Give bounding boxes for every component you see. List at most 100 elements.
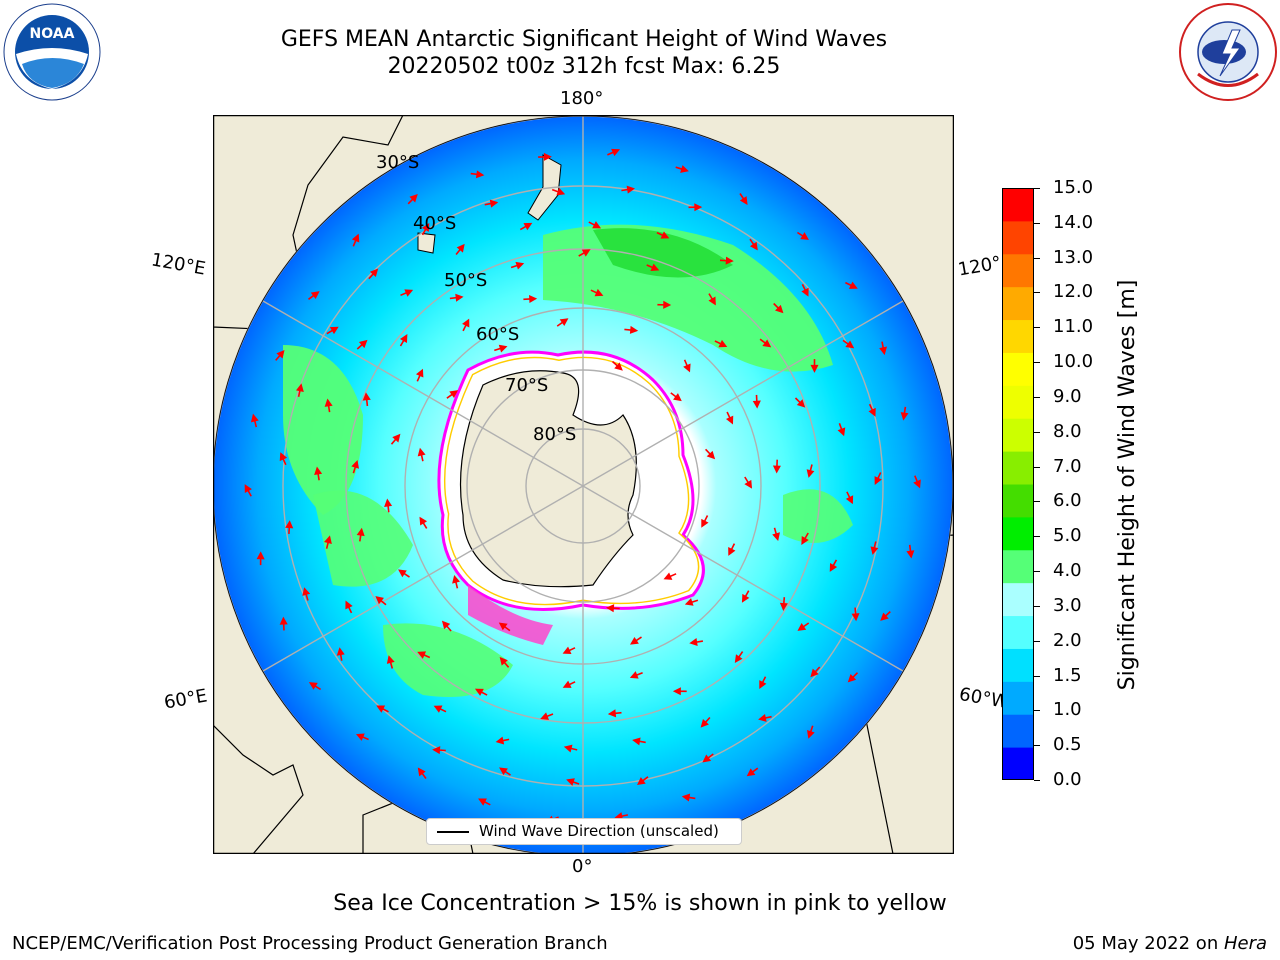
colorbar-tick-mark <box>1034 501 1040 503</box>
wave-direction-arrowhead <box>880 612 889 621</box>
wave-direction-arrowhead <box>650 263 660 271</box>
wave-direction-arrowhead <box>913 479 921 489</box>
wave-direction-arrowhead <box>680 165 689 173</box>
colorbar-tick-mark <box>1034 710 1040 712</box>
wave-direction-arrowhead <box>758 713 767 722</box>
colorbar-tick-mark <box>1034 571 1040 573</box>
lon-label-180: 180° <box>560 88 604 109</box>
wave-direction-arrowhead <box>592 221 602 229</box>
wave-direction-arrowhead <box>752 400 761 409</box>
wave-direction-arrowhead <box>749 241 758 251</box>
colorbar-tick-mark <box>1034 780 1040 781</box>
colorbar-tick-mark <box>1034 675 1040 677</box>
wave-direction-arrowhead <box>632 737 641 746</box>
wave-direction-arrowhead <box>637 777 646 786</box>
wave-direction-arrowhead <box>308 682 318 690</box>
lat-label-30s: 30°S <box>376 152 420 173</box>
wave-direction-arrowhead <box>295 383 304 392</box>
wave-direction-arrowhead <box>362 392 371 401</box>
colorbar-segment <box>1002 681 1034 715</box>
wave-direction-arrowhead <box>452 575 460 584</box>
wave-zone-atlantic <box>383 623 513 697</box>
colorbar-tick-label: 8.0 <box>1053 420 1082 442</box>
colorbar-tick-mark <box>1034 222 1040 224</box>
wave-zone-pacific-core <box>593 228 733 278</box>
wave-direction-arrowhead <box>796 399 806 408</box>
wave-direction-arrowhead <box>845 495 854 505</box>
colorbar-tick-label: 1.0 <box>1053 699 1082 721</box>
wave-direction-arrowhead <box>663 300 672 309</box>
colorbar-segment <box>1002 549 1034 584</box>
lat-label-50s: 50°S <box>444 270 488 291</box>
wave-direction-arrowhead <box>279 616 288 625</box>
wave-direction-arrowhead <box>475 170 485 179</box>
wave-direction-arrowhead <box>399 334 408 343</box>
colorbar-tick-label: 14.0 <box>1053 211 1094 233</box>
wave-direction-arrowhead <box>351 233 360 243</box>
lon-label-60e: 60°E <box>162 685 209 714</box>
footer-host: Hera <box>1223 933 1267 954</box>
wave-direction-arrowhead <box>829 563 838 572</box>
colorbar <box>1002 188 1034 780</box>
footer-date: 05 May 2022 on Hera <box>1073 933 1267 954</box>
lon-label-120w: 120° <box>956 252 1003 281</box>
wave-direction-arrowhead <box>495 736 505 745</box>
wave-direction-arrowhead <box>605 604 615 613</box>
footer-credit: NCEP/EMC/Verification Post Processing Pr… <box>12 933 608 954</box>
colorbar-tick-label: 11.0 <box>1053 316 1094 338</box>
wave-direction-arrowhead <box>441 620 451 630</box>
colorbar-segment <box>1002 418 1034 452</box>
wave-direction-arrowhead <box>559 318 569 327</box>
wave-direction-arrowhead <box>324 535 332 544</box>
colorbar-tick-mark <box>1034 188 1040 189</box>
wave-direction-arrowhead <box>837 427 846 437</box>
wave-direction-arrowhead <box>543 152 552 161</box>
wave-direction-arrowhead <box>701 518 709 528</box>
colorbar-tick-label: 2.0 <box>1053 629 1082 651</box>
sea-ice-edge <box>444 356 700 606</box>
wave-direction-arrowhead <box>515 261 525 270</box>
antarctica-landmass <box>459 370 637 588</box>
wave-direction-arrowhead <box>806 469 815 478</box>
wave-direction-arrowhead <box>250 413 259 423</box>
colorbar-tick-label: 9.0 <box>1053 385 1082 407</box>
colorbar-tick-label: 6.0 <box>1053 490 1082 512</box>
wave-direction-arrowhead <box>702 754 712 763</box>
wave-direction-arrowhead <box>562 680 572 688</box>
wave-direction-arrowhead <box>529 295 538 304</box>
legend-line-swatch <box>437 831 469 833</box>
colorbar-tick-mark <box>1034 396 1040 398</box>
colorbar-segment <box>1002 747 1034 780</box>
wave-direction-arrowhead <box>741 593 750 603</box>
wave-direction-arrowhead <box>870 546 879 555</box>
wave-direction-arrowhead <box>314 466 323 475</box>
lat-label-70s: 70°S <box>505 375 549 396</box>
wave-direction-arrowhead <box>807 730 815 739</box>
wave-direction-arrowhead <box>456 243 465 253</box>
wave-direction-arrowhead <box>681 793 691 802</box>
wave-direction-arrowhead <box>355 733 365 741</box>
wave-direction-arrowhead <box>384 498 393 507</box>
colorbar-segment <box>1002 516 1034 551</box>
wave-direction-arrowhead <box>614 362 623 371</box>
new-zealand-landmass <box>527 154 562 221</box>
lat-label-40s: 40°S <box>413 213 457 234</box>
wave-direction-arrowhead <box>607 709 617 718</box>
wave-direction-arrowhead <box>663 572 673 580</box>
wave-direction-arrowhead <box>556 187 566 196</box>
colorbar-segment <box>1002 582 1034 617</box>
wave-direction-arrowhead <box>700 719 709 728</box>
wave-direction-arrowhead <box>566 778 575 786</box>
wave-direction-arrowhead <box>392 433 401 443</box>
colorbar-segment <box>1002 484 1034 518</box>
colorbar-tick-mark <box>1034 327 1040 329</box>
map-panel <box>213 115 954 854</box>
wave-direction-arrowhead <box>581 249 591 257</box>
colorbar-segment <box>1002 188 1034 222</box>
wave-direction-arrowhead <box>415 368 424 378</box>
wave-direction-arrowhead <box>725 415 734 425</box>
wave-direction-arrowhead <box>801 287 809 297</box>
colorbar-tick-label: 5.0 <box>1053 525 1082 547</box>
wave-direction-arrowhead <box>498 622 508 631</box>
wave-direction-arrowhead <box>376 705 386 713</box>
